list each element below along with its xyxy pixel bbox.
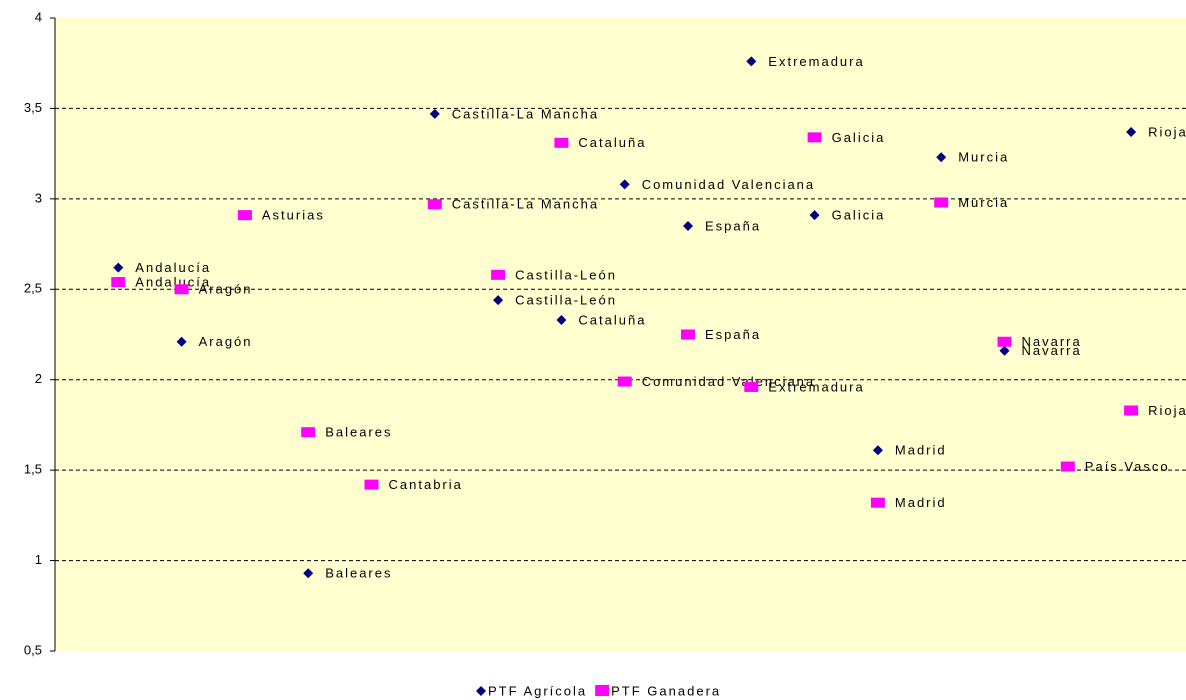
point [554,137,569,148]
point [934,197,949,208]
point [870,497,885,508]
data-label: Aragón [199,282,253,297]
data-label: Navarra [1022,343,1082,358]
legend-label: PTF Ganadera [611,683,721,698]
data-label: Comunidad Valenciana [642,374,815,389]
legend-marker [476,686,486,696]
data-label: País Vasco [1085,459,1170,474]
data-label: Cataluña [578,312,646,327]
series: AndalucíaAragónAsturiasBalearesCantabria… [111,130,1186,510]
y-tick-label: 0,5 [24,642,42,657]
point [999,345,1010,356]
legend-marker [595,685,610,696]
data-label: Extremadura [768,379,864,394]
point [429,108,440,119]
data-label: Castilla-León [515,267,617,282]
data-label: Asturias [262,208,325,223]
data-label: Aragón [199,334,253,349]
point [237,210,252,221]
point [809,210,820,221]
legend-label: PTF Agrícola [488,683,587,698]
point [174,284,189,295]
data-label: Cantabria [389,477,463,492]
y-tick-label: 3 [35,190,42,205]
y-tick-label: 1 [35,552,42,567]
y-tick-label: 3,5 [24,100,42,115]
legend: PTF Agrícola PTF Ganadera [476,683,721,698]
point [303,568,314,579]
point [617,376,632,387]
data-label: Castilla-León [515,293,617,308]
point [744,381,759,392]
data-label: España [705,327,761,342]
data-label: Baleares [325,566,392,581]
y-tick-label: 4 [35,9,42,24]
data-label: Baleares [325,425,392,440]
data-label: Comunidad Valenciana [642,177,815,192]
data-label: Castilla-La Mancha [452,106,599,121]
point [1060,461,1075,472]
point [1126,126,1137,137]
point [427,199,442,210]
point [556,315,567,326]
point [746,56,757,67]
data-label: Rioja [1148,124,1186,139]
data-label: Extremadura [768,54,864,69]
point [936,152,947,163]
point [491,269,506,280]
data-label: España [705,218,761,233]
point [681,329,695,340]
data-label: Madrid [895,443,947,458]
y-tick-label: 1,5 [24,462,42,477]
point [807,132,822,143]
point [364,479,379,490]
y-tick-label: 2,5 [24,281,42,296]
data-label: Cataluña [578,135,646,150]
point [301,427,316,438]
point [111,277,126,288]
data-label: Andalucía [135,260,211,275]
data-label: Murcia [958,150,1009,165]
point [683,220,693,231]
data-label: Navarra [1022,334,1082,349]
point [493,295,504,306]
point [997,336,1012,347]
data-label: Rioja [1148,403,1186,418]
point [176,336,187,347]
data-label: Galicia [832,208,886,223]
data-label: Madrid [895,495,947,510]
point [872,445,883,456]
data-label: Andalucía [135,274,211,289]
point [1124,405,1139,416]
point [619,179,630,190]
point [113,262,124,273]
data-label: Galicia [832,130,886,145]
y-tick-label: 2 [35,371,42,386]
data-label: Castilla-La Mancha [452,197,599,212]
plot-area [55,18,1186,651]
data-label: Murcia [958,195,1009,210]
